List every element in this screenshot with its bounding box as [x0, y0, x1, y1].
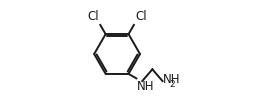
Text: NH: NH: [137, 80, 155, 93]
Text: Cl: Cl: [135, 10, 146, 23]
Text: Cl: Cl: [88, 10, 99, 23]
Text: 2: 2: [169, 80, 174, 89]
Text: NH: NH: [163, 73, 181, 87]
